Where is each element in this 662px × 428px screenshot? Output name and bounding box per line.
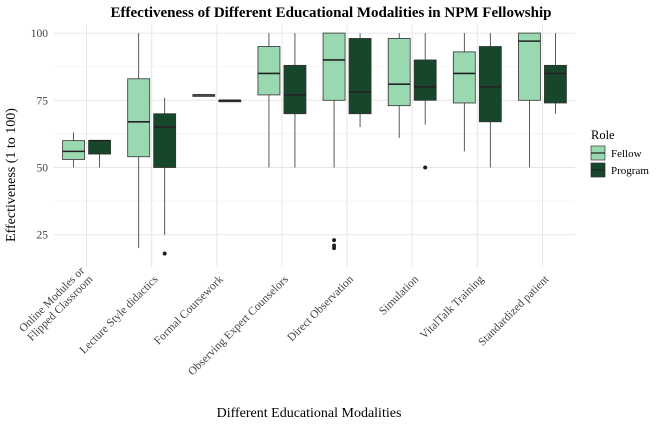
box-body [62, 140, 85, 160]
x-tick-label: Standardized patient [476, 273, 552, 349]
box-body [452, 51, 476, 104]
outlier-point [332, 243, 337, 248]
box-body [387, 38, 411, 107]
legend-items: Fellow Program [590, 145, 649, 178]
box-body [88, 140, 111, 155]
x-axis-label: Different Educational Modalities [217, 406, 402, 421]
legend: Role Fellow Program [590, 128, 649, 178]
box-program [218, 99, 242, 103]
box-fellow [192, 94, 216, 97]
y-axis-label: Effectiveness (1 to 100) [4, 108, 19, 242]
outlier-point [423, 165, 428, 170]
outlier-point [162, 251, 167, 256]
box-fellow [62, 132, 85, 168]
box-body [518, 32, 541, 101]
x-tick-label-line: Standardized patient [476, 273, 552, 349]
box-fellow [322, 32, 346, 251]
box-body [478, 46, 502, 123]
x-tick-label-line: Simulation [377, 273, 421, 317]
box-program [544, 33, 567, 114]
x-tick-label: Simulation [377, 273, 421, 317]
chart-title: Effectiveness of Different Educational M… [111, 5, 552, 21]
legend-label: Program [611, 165, 649, 177]
box-body [283, 64, 307, 115]
box-body [322, 32, 346, 101]
box-program [283, 33, 307, 168]
y-tick-label: 75 [37, 95, 49, 107]
box-fellow [387, 33, 411, 138]
x-tick-label: VitalTalk Training [418, 273, 486, 341]
box-program [413, 33, 437, 170]
legend-item-fellow: Fellow [590, 145, 642, 161]
x-tick-label: Direct Observation [285, 273, 356, 344]
box-body [127, 78, 151, 158]
outlier-point [332, 238, 337, 243]
y-tick-label: 50 [37, 163, 49, 175]
legend-label: Fellow [611, 148, 642, 160]
y-axis-ticks: 25 50 75 100 [31, 28, 49, 242]
box-fellow [257, 33, 281, 168]
x-axis-ticks: Online Modules orFlipped ClassroomLectur… [17, 265, 552, 378]
x-tick-label-line: Direct Observation [285, 273, 356, 344]
box-body [257, 46, 281, 96]
legend-title: Role [591, 128, 615, 142]
box-body [348, 38, 372, 115]
box-body [544, 64, 567, 104]
x-tick-label-line: VitalTalk Training [418, 273, 486, 341]
box-fellow [452, 33, 476, 152]
y-tick-label: 100 [31, 28, 49, 40]
legend-item-program: Program [590, 162, 649, 178]
y-tick-label: 25 [37, 230, 49, 242]
box-body [413, 59, 437, 101]
boxes [62, 32, 567, 256]
box-program [478, 33, 502, 168]
box-body [153, 113, 177, 168]
box-fellow [518, 32, 541, 168]
box-program [88, 139, 111, 168]
box-program [153, 97, 177, 256]
x-tick-label: Online Modules orFlipped Classroom [17, 265, 96, 344]
box-fellow [127, 33, 151, 249]
x-tick-label: Formal Coursework [152, 273, 226, 347]
box-program [348, 33, 372, 128]
x-tick-label-line: Formal Coursework [152, 273, 226, 347]
